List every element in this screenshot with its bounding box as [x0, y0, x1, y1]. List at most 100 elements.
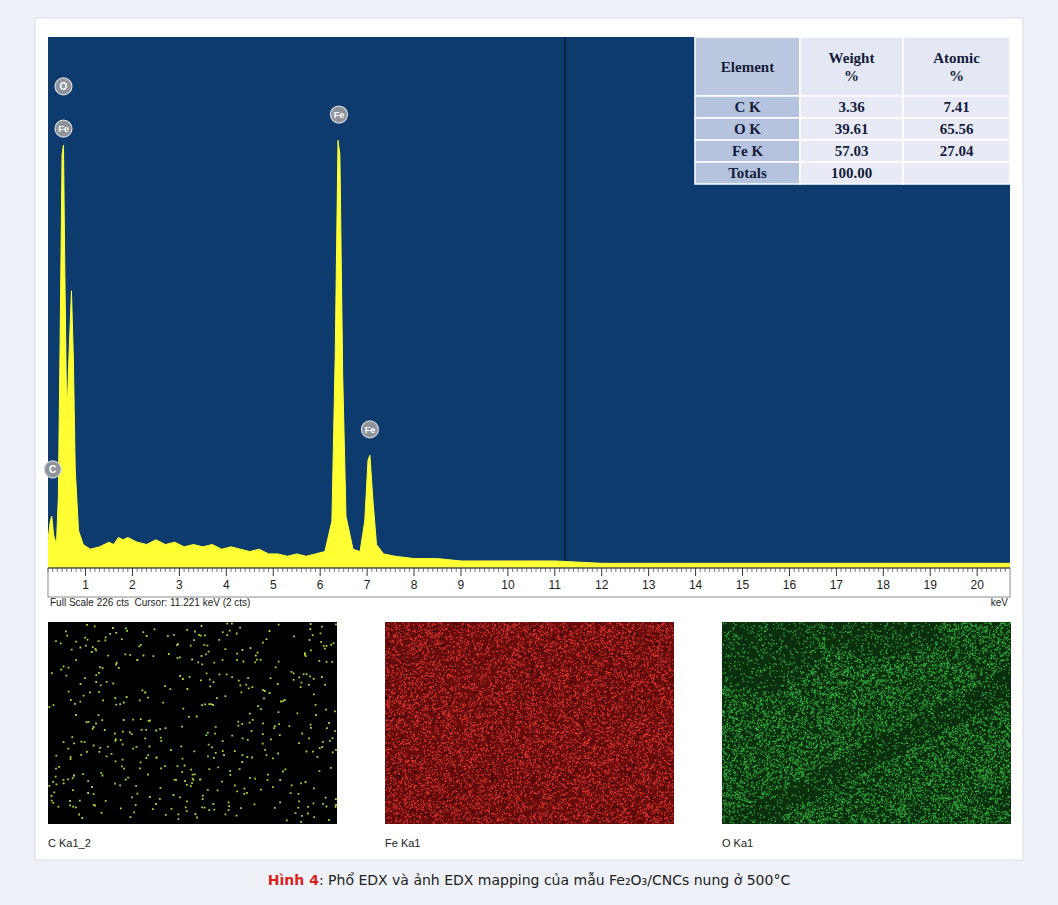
- x-minor-tick: [719, 568, 720, 572]
- x-tick: [273, 568, 274, 576]
- x-tick: [507, 568, 508, 576]
- table-text: 27.04: [940, 143, 974, 159]
- x-minor-tick: [292, 568, 293, 572]
- x-minor-tick: [845, 568, 846, 572]
- table-header: Weight%: [829, 50, 875, 84]
- caption: Hình 4: Phổ EDX và ảnh EDX mapping của m…: [268, 872, 791, 888]
- x-minor-tick: [371, 568, 372, 572]
- table-cell: [800, 96, 903, 118]
- figure-panel: [35, 18, 1023, 860]
- x-minor-tick: [906, 568, 907, 572]
- x-tick-label: 17: [830, 578, 844, 592]
- x-minor-tick: [216, 568, 217, 572]
- x-minor-tick: [418, 568, 419, 572]
- table-cell: [800, 162, 903, 184]
- x-minor-tick: [442, 568, 443, 572]
- x-minor-tick: [620, 568, 621, 572]
- x-minor-tick: [864, 568, 865, 572]
- map-image: [385, 622, 674, 824]
- x-minor-tick: [282, 568, 283, 572]
- x-minor-tick: [855, 568, 856, 572]
- x-minor-tick: [99, 568, 100, 572]
- x-minor-tick: [892, 568, 893, 572]
- x-minor-tick: [470, 568, 471, 572]
- x-minor-tick: [615, 568, 616, 572]
- table-header: Element: [721, 59, 774, 75]
- x-minor-tick: [878, 568, 879, 572]
- x-minor-tick: [521, 568, 522, 572]
- x-tick-label: 14: [689, 578, 703, 592]
- x-minor-tick: [348, 568, 349, 572]
- x-minor-tick: [57, 568, 58, 572]
- x-minor-tick: [188, 568, 189, 572]
- x-minor-tick: [357, 568, 358, 572]
- x-tick: [977, 568, 978, 576]
- x-minor-tick: [235, 568, 236, 572]
- table-text: 100.00: [831, 165, 872, 181]
- x-minor-tick: [306, 568, 307, 572]
- x-minor-tick: [733, 568, 734, 572]
- peak-label: Fe: [334, 110, 345, 120]
- x-minor-tick: [897, 568, 898, 572]
- table-header-cell: [903, 37, 1010, 96]
- table-header-cell: [800, 37, 903, 96]
- x-minor-tick: [151, 568, 152, 572]
- peak-label-badge: [44, 461, 61, 478]
- x-minor-tick: [658, 568, 659, 572]
- spectrum-fill: [48, 140, 1010, 568]
- table-cell: [903, 162, 1010, 184]
- x-minor-tick: [446, 568, 447, 572]
- x-minor-tick: [808, 568, 809, 572]
- spectrum-footer: Full Scale 226 cts Cursor: 11.221 keV (2…: [50, 597, 250, 608]
- x-minor-tick: [526, 568, 527, 572]
- x-minor-tick: [94, 568, 95, 572]
- x-minor-tick: [916, 568, 917, 572]
- x-minor-tick: [775, 568, 776, 572]
- x-minor-tick: [784, 568, 785, 572]
- x-tick-label: 11: [549, 578, 562, 592]
- table-header-line: Weight: [829, 50, 875, 66]
- x-minor-tick: [503, 568, 504, 572]
- table-header-line: %: [949, 68, 964, 84]
- x-minor-tick: [911, 568, 912, 572]
- x-minor-tick: [728, 568, 729, 572]
- table-header-line: %: [844, 68, 859, 84]
- x-minor-tick: [545, 568, 546, 572]
- x-minor-tick: [437, 568, 438, 572]
- table-cell: [695, 140, 800, 162]
- x-minor-tick: [160, 568, 161, 572]
- x-tick-label: 12: [595, 578, 609, 592]
- figure: OFeFeFeC1234567891011121314151617181920k…: [0, 0, 1058, 905]
- x-minor-tick: [207, 568, 208, 572]
- map-label: C Ka1_2: [48, 837, 91, 849]
- x-minor-tick: [690, 568, 691, 572]
- x-tick-label: 18: [877, 578, 891, 592]
- x-minor-tick: [329, 568, 330, 572]
- table-text: Fe K: [732, 143, 764, 159]
- x-minor-tick: [780, 568, 781, 572]
- spectrum-group: [48, 37, 1010, 568]
- x-minor-tick: [662, 568, 663, 572]
- table-cell: [800, 140, 903, 162]
- x-tick-label: 13: [642, 578, 656, 592]
- x-minor-tick: [395, 568, 396, 572]
- x-minor-tick: [592, 568, 593, 572]
- x-minor-tick: [967, 568, 968, 572]
- x-tick-label: 6: [317, 578, 324, 592]
- peak-label: Fe: [58, 124, 69, 134]
- x-tick: [836, 568, 837, 576]
- x-tick-label: 8: [411, 578, 418, 592]
- table-text: 7.41: [943, 99, 969, 115]
- table-text: 57.03: [835, 143, 869, 159]
- x-minor-tick: [334, 568, 335, 572]
- x-minor-tick: [756, 568, 757, 572]
- x-minor-tick: [995, 568, 996, 572]
- x-minor-tick: [137, 568, 138, 572]
- x-minor-tick: [484, 568, 485, 572]
- x-tick-label: 4: [223, 578, 230, 592]
- table-header-line: Element: [721, 59, 774, 75]
- x-minor-tick: [118, 568, 119, 572]
- x-minor-tick: [981, 568, 982, 572]
- peak-label-badge: [361, 421, 378, 438]
- x-minor-tick: [902, 568, 903, 572]
